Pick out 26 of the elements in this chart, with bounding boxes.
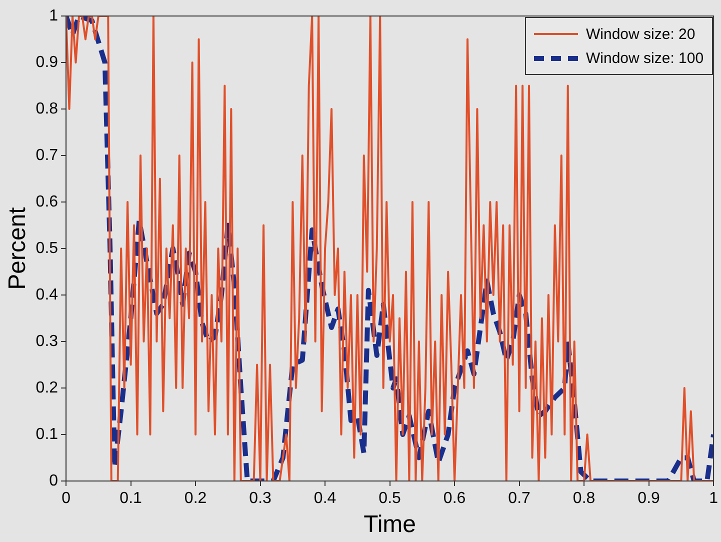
y-tick-label: 0.2 [36,379,58,396]
x-tick-label: 0.2 [184,490,207,508]
legend-label: Window size: 20 [586,26,696,42]
x-tick-label: 0.1 [120,490,142,508]
x-axis-title: Time [364,511,416,538]
x-tick-label: 0.3 [249,490,272,508]
y-tick-label: 1 [49,7,58,24]
y-tick-label: 0.5 [36,240,58,257]
x-tick-label: 0.5 [378,490,402,508]
y-tick-label: 0.8 [36,100,58,118]
y-tick-label: 0 [49,472,58,490]
x-tick-label: 0.4 [314,490,336,508]
x-tick-label: 0.6 [443,490,466,508]
y-tick-label: 0.3 [36,332,58,350]
y-tick-label: 0.9 [36,54,58,71]
y-tick-label: 0.6 [36,193,58,210]
y-axis-title: Percent [4,206,32,290]
x-tick-label: 1 [709,490,718,508]
x-tick-label: 0.9 [638,490,660,508]
x-tick-label: 0 [62,490,71,508]
legend-label: Window size: 100 [586,50,704,66]
y-tick-label: 0.4 [36,286,58,304]
y-tick-label: 0.1 [36,426,58,443]
x-tick-label: 0.7 [508,490,531,508]
y-tick-label: 0.7 [36,146,58,164]
x-tick-label: 0.8 [572,490,596,508]
